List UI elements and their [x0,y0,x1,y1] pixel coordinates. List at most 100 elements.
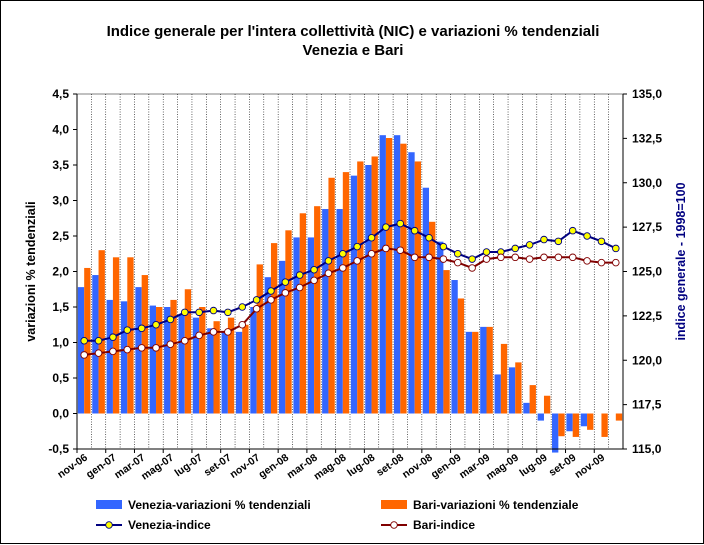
point-bari [425,253,433,262]
chart-title: Indice generale per l'intera collettivit… [106,23,600,40]
point-venezia [281,278,290,286]
point-bari [497,253,505,262]
x-tick-label: set-07 [202,452,234,479]
point-bari [439,255,448,263]
point-venezia [310,265,318,274]
bar-bari [601,413,608,437]
bar-venezia [135,287,142,414]
point-venezia [209,306,218,315]
legend-swatch [381,500,407,509]
bar-bari [242,324,249,414]
bar-venezia [422,187,430,414]
bar-venezia [336,209,343,414]
x-tick-label: lug-09 [517,452,549,480]
bar-venezia [523,402,530,414]
y-tick-label-right: 117,5 [632,398,662,412]
x-tick-label: gen-07 [84,452,119,481]
point-bari [181,336,189,345]
y-tick-label-left: 3,0 [52,194,69,208]
bar-bari [486,326,493,414]
x-tick-label: nov-09 [573,452,608,481]
y-tick-label-right: 122,5 [632,309,662,323]
point-bari [324,269,333,278]
x-tick-label: set-09 [547,452,579,479]
bar-venezia [221,331,228,414]
point-bari [396,246,405,254]
bar-venezia [451,280,458,414]
point-venezia [410,226,419,235]
point-venezia [152,321,160,329]
point-bari [468,264,476,272]
point-venezia [540,235,548,244]
bar-bari [199,307,206,414]
point-venezia [353,242,361,251]
legend-item-bari-variazioni: Bari-variazioni % tendenziale [413,498,579,512]
point-venezia [468,255,476,263]
bar-venezia [322,209,329,414]
point-bari [123,345,132,354]
bar-venezia [437,241,444,414]
bar-bari [457,298,465,414]
bar-venezia [465,331,473,414]
y-tick-label-left: 2,0 [52,265,69,279]
point-bari [482,255,491,263]
bar-venezia [120,301,128,414]
y-tick-label-left: 4,0 [52,123,69,137]
bar-venezia [164,307,171,414]
x-tick-label: mag-07 [139,452,176,483]
bar-bari [357,161,364,414]
point-bari [152,344,160,352]
bar-venezia [480,326,487,414]
bar-bari [127,257,134,414]
point-bari [410,253,419,262]
point-bari [295,283,304,292]
point-venezia [583,232,591,240]
point-bari [252,305,261,313]
bar-venezia [92,275,99,414]
x-tick-label: set-08 [374,452,406,479]
x-tick-label: nov-08 [400,452,435,481]
bar-bari [98,250,105,414]
bar-bari [328,177,335,414]
bar-bari [500,343,508,414]
bar-bari [529,385,536,414]
point-venezia [137,324,146,333]
y-axis-label-left: variazioni % tendenziali [24,201,38,341]
bar-bari [472,331,479,414]
bar-bari [429,221,436,414]
bar-venezia [350,175,358,414]
point-venezia [252,296,261,304]
bar-venezia [379,135,386,414]
y-tick-label-left: 0,0 [52,407,69,421]
bar-bari [213,321,220,414]
point-venezia [482,248,491,256]
x-tick-label: lug-08 [345,452,377,480]
y-tick-label-left: 2,5 [52,229,69,243]
bar-bari [543,395,551,414]
bar-bari [414,161,421,414]
bar-venezia [106,299,113,414]
point-bari [267,296,275,304]
y-tick-label-left: 3,5 [52,158,69,172]
bar-venezia [494,374,501,414]
point-venezia [238,303,246,311]
bar-venezia [508,367,516,414]
point-bari [353,257,361,265]
point-bari [238,321,246,329]
y-tick-label-right: 135,0 [632,87,662,101]
y-tick-label-left: 1,0 [52,336,69,350]
point-bari [367,249,376,258]
legend-item-venezia-variazioni: Venezia-variazioni % tendenziali [128,498,311,512]
point-venezia [367,234,376,242]
bar-venezia [279,260,286,414]
bar-bari [515,362,522,414]
point-venezia [109,333,117,341]
y-tick-label-right: 132,5 [632,131,662,145]
bar-bari [371,156,378,414]
bar-venezia [264,277,271,414]
point-venezia [267,287,275,295]
y-tick-label-right: 130,0 [632,176,662,190]
bar-bari [572,413,580,437]
point-venezia [80,336,88,345]
